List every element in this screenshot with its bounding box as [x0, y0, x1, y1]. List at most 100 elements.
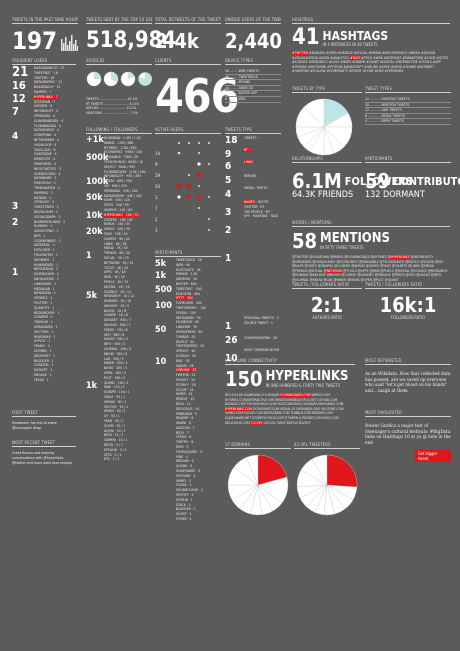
list-item[interactable]: FIELDNOTES · 1: [34, 253, 58, 258]
list-item[interactable]: PIXELS · 2K / 15: [104, 279, 129, 284]
list-item[interactable]: OPENDATA · 52K / 180: [104, 188, 138, 193]
list-item[interactable]: CONVERSATIONS · 26: [244, 335, 277, 340]
list-item[interactable]: GRAPHISTA · 4: [34, 161, 56, 166]
list-item[interactable]: CODEPUNK · 4: [34, 133, 57, 138]
list-item[interactable]: WEBSTATS · 4: [34, 157, 55, 162]
list-item[interactable]: ENGAGE · 800 / 7: [104, 323, 131, 328]
list-item[interactable]: VIMEO · 2: [176, 478, 191, 483]
list-item[interactable]: GOOGLE · 35: [176, 353, 196, 358]
list-item[interactable]: OPENGOV · 2: [34, 200, 55, 205]
list-item[interactable]: SCOOP · 16: [176, 387, 194, 392]
list-item[interactable]: TWITTER · 16: [34, 75, 55, 80]
list-item[interactable]: TWEETBOT · 16: [34, 70, 58, 75]
list-item[interactable]: BETA · 15 / 1: [104, 433, 124, 438]
list-item[interactable]: HYPERLINKS · 7: [34, 94, 58, 99]
list-item[interactable]: SOCIALGRAPH · 2: [34, 214, 61, 219]
list-item[interactable]: NYTIMES · 1.2M / 600: [104, 145, 137, 150]
list-item[interactable]: SPROUT · 40: [176, 349, 196, 354]
list-item[interactable]: SPOTIFY · 2: [176, 493, 194, 498]
list-item[interactable]: YFROG · 6: [176, 435, 192, 440]
list-item[interactable]: WEB · 4K: [176, 262, 190, 267]
list-item[interactable]: VIZGEEK · 6: [34, 104, 53, 109]
list-item[interactable]: STATSMAN · 7: [34, 99, 56, 104]
list-item[interactable]: TWITTER · RT: [244, 204, 265, 209]
list-item[interactable]: PAPER · 14: [176, 392, 193, 397]
list-item[interactable]: FLOWINGDATA · 110K / 400: [104, 169, 146, 174]
list-item[interactable]: NETWORK · 5K / 24: [104, 260, 134, 265]
list-item[interactable]: ENGAGE · 1: [34, 373, 52, 377]
list-item[interactable]: CHARTJUNK · 4: [34, 152, 57, 157]
list-item[interactable]: MOST COMMON WORD · 10: [244, 348, 282, 353]
list-item[interactable]: TWEETDECK · 5K: [176, 258, 202, 262]
list-item[interactable]: SAFARI · 28: [176, 363, 194, 368]
list-item[interactable]: RT ···: [244, 148, 252, 152]
list-item[interactable]: FLIPBOARD · 200: [176, 301, 202, 306]
list-item[interactable]: INFOBEAUTY · 95K / 300: [104, 174, 141, 179]
list-item[interactable]: GRAPHS · 21K / 80: [104, 207, 133, 212]
list-item[interactable]: EXPLORER · 1: [34, 248, 55, 253]
list-item[interactable]: RESEARCHER · 1: [34, 310, 60, 315]
list-item[interactable]: DELTA · 5 / 1: [104, 443, 123, 447]
list-item[interactable]: FLICKR · 2: [176, 483, 192, 488]
list-item[interactable]: PATH · 5: [176, 445, 189, 450]
list-item[interactable]: GEO · 600 / 6: [104, 332, 125, 337]
list-item[interactable]: DATAGRAPHIC · 12: [34, 80, 63, 85]
list-item[interactable]: INSTAGRAM · 90: [176, 315, 201, 320]
list-item[interactable]: NETWORKED · 4: [34, 137, 59, 142]
list-item[interactable]: EPSILON · 3 / 1: [104, 447, 127, 452]
list-item[interactable]: OTHER · 1: [176, 517, 192, 522]
list-item[interactable]: HUMANDATA · 1: [34, 262, 59, 267]
list-item[interactable]: REPLIES: [244, 174, 257, 178]
list-item[interactable]: FIREFOX · 22: [176, 373, 196, 378]
list-item[interactable]: XYPLOT · 1: [34, 339, 51, 344]
list-item[interactable]: TWEETBOT · 500: [176, 286, 202, 291]
list-item[interactable]: CURATE · 1K / 8: [104, 313, 128, 318]
list-item[interactable]: GUARDIAN · 2.4M / 1.2K: [104, 136, 141, 140]
list-item[interactable]: MASHABLE · 700K / 2K: [104, 155, 139, 160]
list-item[interactable]: TRENDWATCH · 2: [34, 185, 61, 190]
list-item[interactable]: DATAJOURNO · 4: [34, 128, 59, 133]
list-item[interactable]: URBANDATA · 1: [34, 325, 58, 330]
list-item[interactable]: GAMMA · 10 / 1: [104, 438, 128, 443]
list-item[interactable]: FEEDLY · 100: [176, 310, 196, 315]
list-item[interactable]: WORDPRESS · 60: [176, 329, 203, 334]
list-item[interactable]: FLOWINGDATA · 4: [34, 123, 61, 128]
list-item[interactable]: SLIDESHARE · 3: [176, 469, 201, 474]
list-item[interactable]: SCIENCE · 2K / 12: [104, 289, 131, 294]
list-item[interactable]: STORIFY · 18: [176, 382, 196, 387]
list-item[interactable]: TWEETS ···: [244, 136, 261, 140]
list-item[interactable]: TRENDS · 6K / 28: [104, 251, 131, 256]
list-item[interactable]: GHOST · 1: [176, 512, 192, 517]
list-item[interactable]: BLOGGER · 1: [34, 358, 54, 363]
list-item[interactable]: LINKSHARE · 1: [34, 281, 57, 286]
list-item[interactable]: QUANT · 140 / 2: [104, 380, 129, 385]
list-item[interactable]: SCIENCEGEEK · 3: [34, 171, 61, 176]
list-item[interactable]: URBAN · 80 / 1: [104, 399, 127, 404]
list-item[interactable]: BUFFER · 800: [176, 281, 197, 286]
list-item[interactable]: POCKET · 20: [176, 377, 195, 382]
list-item[interactable]: ZOOMIN · 1: [34, 349, 52, 354]
list-item[interactable]: RAW · 120 / 2: [104, 385, 125, 390]
list-item[interactable]: TECHCRUNCH · 600K / 1K: [104, 159, 144, 164]
list-item[interactable]: SOCIAL · 5K / 25: [104, 255, 129, 260]
list-item[interactable]: RESEARCH · 1K / 12: [104, 294, 135, 299]
get-bigger-badge[interactable]: Get bigger tweet: [415, 450, 451, 463]
list-item[interactable]: GEEKS · 12K / 50: [104, 227, 130, 232]
list-item[interactable]: OPENSCI · 1: [34, 296, 53, 301]
list-item[interactable]: BLOGGER · 1: [176, 507, 196, 512]
list-item[interactable]: BLOGS · 1K / 8: [104, 308, 127, 313]
list-item[interactable]: OPENDATA · 4: [34, 113, 56, 118]
list-item[interactable]: KNOW · 350 / 4: [104, 351, 128, 356]
list-item[interactable]: DIGG · 11: [176, 401, 191, 406]
list-item[interactable]: MAPS · 30K / 120: [104, 198, 131, 203]
list-item[interactable]: YEARLY · 1: [34, 344, 50, 349]
list-item[interactable]: VINE · 4: [176, 454, 189, 459]
list-item[interactable]: MAPPING · 2: [34, 190, 53, 195]
list-item[interactable]: ALPHA · 20 / 1: [104, 428, 126, 433]
list-item[interactable]: DIGITALHUM · 2: [34, 209, 58, 214]
list-item[interactable]: ZETA · 2 / 1: [104, 452, 122, 457]
list-item[interactable]: BIGDATAGUY · 12: [34, 85, 61, 90]
list-item[interactable]: MEDIALAB · 1: [34, 286, 55, 291]
list-item[interactable]: INFOBEAUTY · 4: [34, 109, 59, 114]
list-item[interactable]: ETA · 1 / 1: [104, 457, 120, 462]
